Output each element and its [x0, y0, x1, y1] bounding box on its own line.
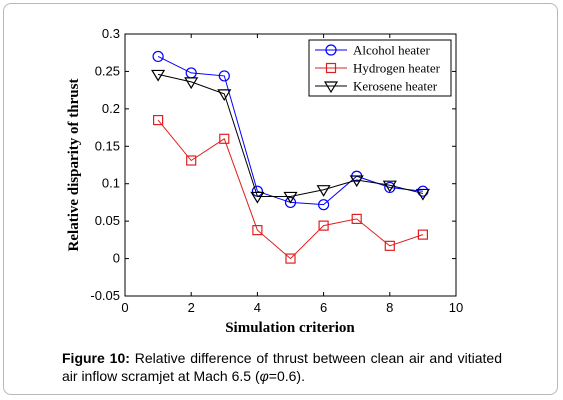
y-tick-label: 0.3: [102, 26, 120, 41]
y-tick-label: 0.25: [95, 63, 120, 78]
y-tick-label: -0.05: [90, 288, 120, 303]
y-axis-label: Relative disparity of thrust: [66, 79, 82, 252]
data-point-kerosene-heater: [283, 191, 298, 204]
series-line-hydrogen-heater: [157, 119, 424, 260]
data-point-hydrogen-heater: [351, 213, 362, 224]
data-point-kerosene-heater: [349, 175, 364, 188]
data-point-hydrogen-heater: [186, 155, 197, 166]
y-tick-label: 0.1: [102, 176, 120, 191]
y-tick-label: 0.05: [95, 213, 120, 228]
data-point-kerosene-heater: [382, 180, 397, 193]
x-tick-label: 2: [188, 300, 195, 315]
legend-marker-kerosene-heater: [323, 81, 339, 94]
legend: Alcohol heater Hydrogen heater Kerosene he…: [308, 39, 452, 97]
caption-text: Relative difference of thrust between cl…: [62, 350, 503, 384]
caption-tail: =0.6).: [268, 368, 305, 384]
x-tick-label: 6: [320, 300, 327, 315]
data-point-hydrogen-heater: [417, 229, 428, 240]
data-point-alcohol-heater: [218, 70, 230, 82]
legend-box: [308, 39, 452, 97]
legend-marker-alcohol-heater: [325, 44, 337, 56]
figure-caption: Figure 10: Relative difference of thrust…: [62, 349, 502, 385]
series-kerosene-heater: [151, 69, 430, 204]
x-tick-label: 10: [449, 300, 463, 315]
series-layer: [151, 50, 430, 264]
x-tick-label: 0: [121, 300, 128, 315]
caption-phi: φ: [259, 368, 269, 384]
series-line-kerosene-heater: [157, 73, 424, 197]
data-point-hydrogen-heater: [318, 220, 329, 231]
y-tick-label: 0.15: [95, 138, 120, 153]
data-point-hydrogen-heater: [219, 133, 230, 144]
x-axis-label: Simulation criterion: [225, 320, 355, 336]
legend-label-hydrogen-heater: Hydrogen heater: [353, 61, 441, 76]
x-tick-label: 4: [254, 300, 261, 315]
legend-marker-hydrogen-heater: [325, 62, 337, 74]
data-point-alcohol-heater: [318, 199, 330, 211]
data-point-alcohol-heater: [284, 196, 297, 209]
data-point-kerosene-heater: [415, 188, 430, 201]
data-point-kerosene-heater: [184, 77, 199, 90]
data-point-hydrogen-heater: [285, 253, 296, 264]
x-tick-label: 8: [386, 300, 393, 315]
data-point-kerosene-heater: [250, 191, 265, 204]
legend-label-alcohol-heater: Alcohol heater: [353, 43, 431, 58]
legend-label-kerosene-heater: Kerosene heater: [353, 79, 438, 94]
data-point-alcohol-heater: [152, 50, 164, 63]
series-hydrogen-heater: [153, 114, 428, 264]
y-tick-label: 0: [113, 251, 120, 266]
caption-label: Figure 10:: [62, 350, 130, 366]
data-point-hydrogen-heater: [384, 240, 395, 251]
data-point-hydrogen-heater: [252, 225, 263, 236]
data-point-kerosene-heater: [316, 185, 331, 197]
y-tick-label: 0.2: [102, 101, 120, 116]
data-point-kerosene-heater: [151, 69, 166, 82]
data-point-alcohol-heater: [384, 181, 396, 194]
data-point-kerosene-heater: [217, 89, 232, 102]
data-point-hydrogen-heater: [153, 114, 164, 126]
